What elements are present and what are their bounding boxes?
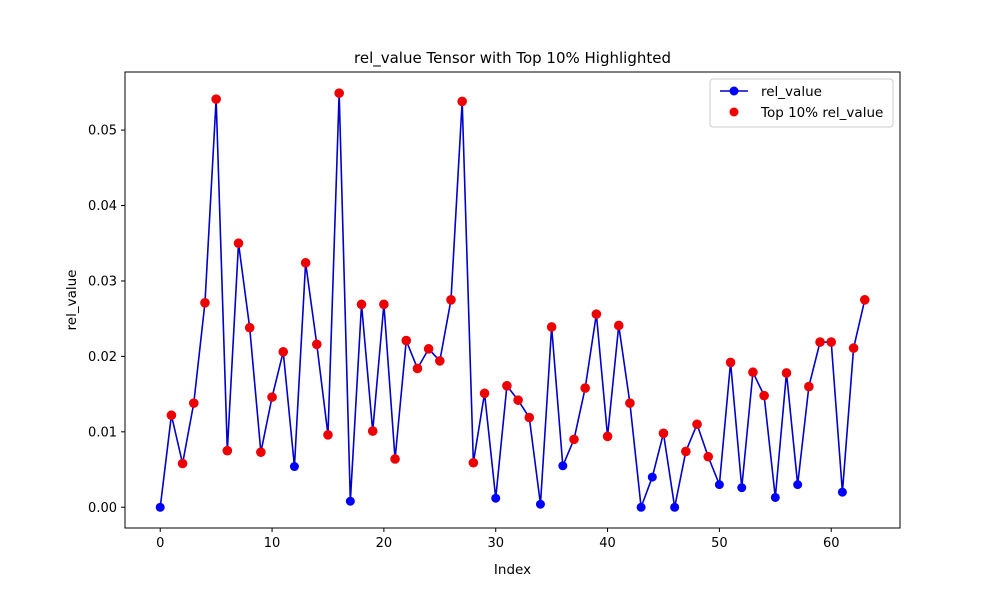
data-point-top10	[625, 398, 635, 408]
data-point-top10	[602, 431, 613, 442]
data-point-top10	[278, 347, 289, 357]
data-point-top10	[513, 395, 523, 405]
data-point-top10	[401, 335, 412, 346]
data-point-rel-value	[558, 461, 568, 471]
y-axis-label: rel_value	[64, 270, 80, 331]
data-point-rel-value	[155, 502, 165, 512]
data-point-rel-value	[535, 499, 545, 509]
data-point-top10	[848, 343, 859, 353]
legend-label-rel-value: rel_value	[761, 84, 822, 100]
legend-line-marker	[729, 86, 739, 96]
data-point-rel-value	[793, 480, 803, 490]
data-point-top10	[524, 412, 535, 423]
data-point-top10	[658, 428, 669, 439]
data-point-top10	[692, 419, 702, 430]
data-point-rel-value	[770, 492, 780, 502]
data-point-rel-value	[714, 480, 724, 490]
data-point-top10	[502, 381, 512, 391]
data-point-top10	[781, 368, 792, 378]
data-point-top10	[390, 454, 400, 464]
data-point-top10	[256, 447, 266, 457]
data-point-top10	[311, 339, 322, 350]
data-point-rel-value	[647, 472, 657, 482]
plot-frame	[124, 71, 901, 529]
data-point-top10	[188, 398, 199, 408]
data-point-top10	[457, 96, 467, 107]
data-point-top10	[725, 357, 736, 368]
data-point-top10	[244, 322, 255, 333]
data-point-top10	[479, 388, 490, 399]
data-point-rel-value	[491, 493, 501, 503]
data-point-top10	[211, 94, 221, 104]
data-point-top10	[815, 337, 825, 347]
data-point-top10	[267, 392, 277, 402]
data-point-top10	[233, 238, 244, 249]
data-point-rel-value	[837, 487, 847, 497]
y-tick-label: 0.05	[88, 124, 117, 139]
data-point-top10	[546, 322, 557, 332]
x-tick-label: 0	[156, 536, 164, 551]
data-point-top10	[222, 445, 233, 456]
legend-highlight-marker	[729, 107, 739, 117]
data-point-top10	[804, 381, 814, 392]
data-point-rel-value	[636, 502, 646, 512]
series-line-rel-value	[159, 92, 866, 509]
data-point-top10	[703, 451, 714, 462]
data-point-top10	[580, 383, 590, 393]
y-tick-label: 0.01	[88, 425, 117, 440]
legend-label-top10: Top 10% rel_value	[760, 105, 883, 121]
x-tick-label: 40	[599, 536, 616, 551]
x-tick-label: 50	[711, 536, 728, 551]
data-point-top10	[423, 344, 434, 354]
data-point-top10	[759, 390, 769, 401]
chart-title: rel_value Tensor with Top 10% Highlighte…	[354, 49, 671, 68]
data-point-top10	[334, 88, 344, 98]
x-tick-label: 20	[376, 536, 393, 551]
data-point-top10	[300, 258, 311, 268]
x-axis-label: Index	[494, 562, 531, 578]
data-point-top10	[379, 299, 389, 310]
y-tick-label: 0.03	[88, 274, 117, 289]
data-point-top10	[591, 309, 602, 319]
data-point-rel-value	[289, 462, 299, 472]
data-point-top10	[367, 426, 378, 436]
data-point-rel-value	[670, 502, 680, 512]
data-point-top10	[569, 434, 579, 445]
data-point-top10	[826, 337, 837, 347]
data-point-top10	[200, 298, 210, 308]
y-tick-label: 0.04	[88, 199, 117, 214]
y-tick-label: 0.00	[88, 501, 117, 516]
data-point-rel-value	[345, 496, 355, 506]
data-point-top10	[166, 410, 177, 421]
y-tick-label: 0.02	[88, 350, 117, 365]
data-point-top10	[681, 446, 691, 457]
legend: rel_value Top 10% rel_value	[709, 78, 894, 128]
x-tick-label: 30	[487, 536, 504, 551]
data-point-top10	[323, 430, 333, 440]
data-point-top10	[468, 457, 479, 468]
data-point-top10	[177, 458, 188, 469]
data-point-top10	[412, 363, 423, 374]
data-point-top10	[356, 299, 367, 310]
data-point-rel-value	[737, 483, 747, 493]
data-point-top10	[859, 295, 870, 305]
x-tick-label: 10	[264, 536, 281, 551]
legend-box	[709, 78, 894, 128]
data-point-top10	[613, 320, 624, 331]
data-point-top10	[748, 367, 758, 378]
data-point-top10	[446, 295, 456, 305]
x-tick-label: 60	[823, 536, 840, 551]
data-point-top10	[435, 356, 445, 366]
